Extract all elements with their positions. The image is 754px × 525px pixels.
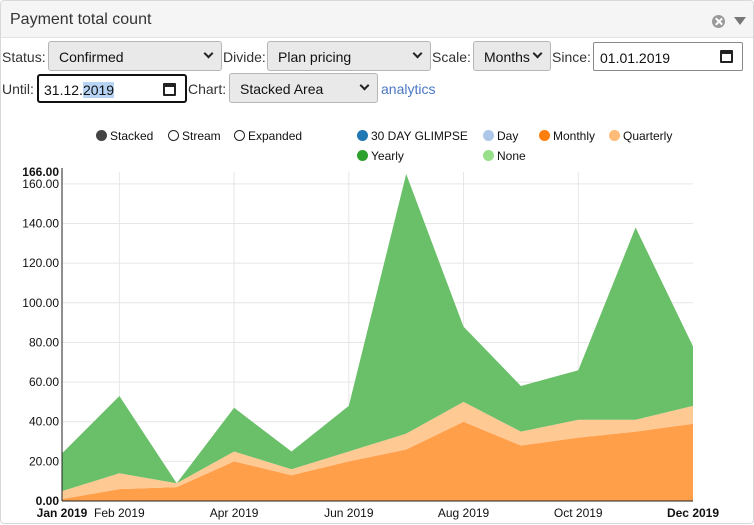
x-tick-label: Jun 2019 [324, 506, 374, 520]
radio-empty-icon [234, 130, 245, 141]
calendar-icon[interactable] [720, 50, 733, 63]
legend-label: Monthly [553, 129, 596, 143]
y-tick-label: 120.00 [22, 256, 59, 270]
since-date-input[interactable]: 01.01.2019 [593, 42, 743, 71]
area-quarterly [62, 401, 693, 499]
status-select[interactable]: Confirmed [48, 41, 222, 71]
legend-label: Quarterly [623, 129, 673, 143]
divide-select[interactable]: Plan pricing [267, 41, 431, 71]
x-tick-label: Aug 2019 [438, 506, 490, 520]
legend-dot-icon [483, 130, 494, 141]
caret-down-icon[interactable] [734, 17, 746, 25]
y-tick-label: 160.00 [22, 177, 59, 191]
legend-dot-icon [609, 130, 620, 141]
y-max-label: 166.00 [22, 165, 59, 179]
since-date-value: 01.01.2019 [600, 50, 671, 66]
chevron-down-icon [532, 48, 543, 59]
mode-label: Stream [182, 129, 221, 143]
chevron-down-icon [412, 48, 423, 59]
until-date-selected-year: 2019 [82, 82, 115, 98]
legend-dot-icon [483, 150, 494, 161]
y-tick-label: 40.00 [29, 415, 59, 429]
status-label: Status: [2, 49, 46, 65]
x-tick-label: Jan 2019 [37, 506, 88, 520]
status-select-value: Confirmed [59, 49, 124, 65]
panel-title: Payment total count [10, 11, 152, 28]
y-tick-label: 100.00 [22, 296, 59, 310]
scale-select-value: Months [484, 49, 530, 65]
x-tick-label: Apr 2019 [210, 506, 259, 520]
radio-filled-icon [96, 130, 107, 141]
chevron-down-icon [203, 48, 214, 59]
until-date-value: 31.12. [44, 82, 83, 98]
y-tick-label: 140.00 [22, 217, 59, 231]
x-tick-label: Dec 2019 [667, 506, 719, 520]
until-date-input[interactable]: 31.12.2019 [37, 74, 187, 103]
legend-label: Yearly [371, 149, 404, 163]
area-monthly [62, 421, 693, 501]
chart-type-select-value: Stacked Area [240, 81, 324, 97]
y-tick-label: 80.00 [29, 335, 59, 349]
x-tick-label: Oct 2019 [554, 506, 603, 520]
calendar-icon[interactable] [163, 83, 176, 96]
legend-dot-icon [357, 130, 368, 141]
radio-empty-icon [168, 130, 179, 141]
y-tick-label: 0.00 [36, 494, 60, 508]
mode-label: Expanded [248, 129, 303, 143]
area-yearly [62, 174, 693, 492]
legend-dot-icon [357, 150, 368, 161]
divide-label: Divide: [223, 49, 266, 65]
chart-label: Chart: [188, 81, 227, 97]
scale-select[interactable]: Months [473, 41, 551, 71]
legend-label: 30 DAY GLIMPSE [371, 129, 468, 143]
analytics-link[interactable]: analytics [381, 81, 436, 97]
legend-dot-icon [539, 130, 550, 141]
until-label: Until: [2, 81, 34, 97]
y-tick-label: 20.00 [29, 454, 59, 468]
since-label: Since: [552, 49, 591, 65]
panel-header: Payment total count [1, 1, 753, 38]
divide-select-value: Plan pricing [278, 49, 352, 65]
chevron-down-icon [359, 80, 370, 91]
scale-label: Scale: [432, 49, 471, 65]
close-icon[interactable] [712, 15, 725, 28]
x-tick-label: Feb 2019 [94, 506, 145, 520]
legend-label: Day [497, 129, 519, 143]
legend-label: None [497, 149, 526, 163]
mode-label: Stacked [110, 129, 154, 143]
y-tick-label: 60.00 [29, 375, 59, 389]
chart-type-select[interactable]: Stacked Area [229, 73, 378, 103]
